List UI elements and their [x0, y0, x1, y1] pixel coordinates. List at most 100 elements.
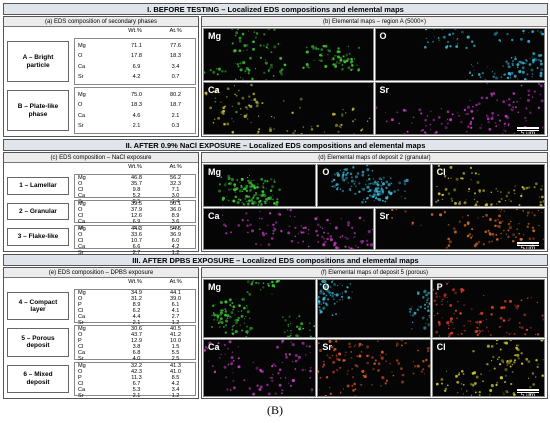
map-signal	[291, 342, 295, 346]
map-signal	[495, 342, 498, 344]
map-signal	[307, 232, 310, 235]
map-signal	[269, 67, 272, 69]
map-signal	[542, 358, 544, 360]
map-signal	[322, 292, 326, 296]
map-signal	[294, 226, 297, 229]
map-signal	[499, 316, 503, 320]
map-signal	[331, 280, 334, 283]
map-signal	[259, 210, 261, 212]
map-signal	[449, 177, 452, 179]
map-signal	[447, 33, 451, 36]
map-signal	[411, 305, 413, 307]
map-signal	[373, 361, 377, 365]
map-signal	[470, 394, 472, 396]
map-signal	[525, 186, 528, 190]
map-signal	[341, 295, 344, 298]
map-signal	[312, 48, 314, 50]
map-signal	[519, 37, 523, 41]
map-signal	[495, 237, 499, 241]
map-signal	[491, 232, 494, 236]
map-signal	[215, 67, 218, 70]
map-signal	[231, 301, 234, 305]
map-signal	[281, 316, 284, 318]
map-signal	[335, 339, 338, 342]
map-signal	[374, 199, 376, 202]
column-header: At.%	[169, 164, 182, 170]
map-signal	[429, 129, 431, 131]
map-signal	[361, 239, 365, 243]
map-signal	[526, 210, 530, 214]
map-signal	[274, 391, 277, 395]
map-signal	[209, 106, 212, 110]
map-signal	[295, 325, 299, 329]
map-signal	[334, 293, 336, 296]
map-signal	[539, 68, 543, 72]
map-signal	[372, 169, 374, 172]
map-signal	[396, 358, 399, 362]
map-signal	[432, 288, 434, 291]
map-signal	[471, 65, 474, 68]
map-signal	[332, 354, 334, 356]
map-signal	[310, 128, 314, 131]
map-signal	[280, 72, 284, 76]
map-signal	[447, 335, 450, 337]
element-label: O	[379, 31, 387, 41]
map-signal	[323, 280, 327, 284]
map-signal	[507, 319, 510, 322]
map-signal	[318, 59, 321, 62]
map-signal	[397, 361, 401, 365]
element: Mg	[78, 226, 86, 233]
map-signal	[341, 234, 344, 237]
map-image	[204, 339, 316, 397]
map-signal	[528, 111, 532, 115]
map-signal	[352, 388, 356, 392]
map-signal	[484, 213, 488, 217]
map-signal	[432, 310, 434, 312]
map-signal	[298, 315, 301, 318]
map-signal	[352, 166, 355, 169]
map-signal	[269, 189, 273, 192]
map-signal	[424, 372, 426, 374]
map-signal	[250, 122, 252, 124]
map-signal	[506, 76, 509, 80]
map-signal	[373, 178, 375, 180]
map-signal	[353, 58, 356, 60]
map-signal	[537, 106, 540, 109]
map-signal	[313, 59, 315, 61]
map-signal	[406, 130, 409, 133]
composition-value: 3.0	[171, 193, 180, 199]
map-signal	[382, 339, 385, 341]
map-signal	[342, 235, 344, 238]
element: Cl	[78, 187, 84, 193]
map-signal	[250, 201, 254, 205]
map-image	[211, 280, 316, 337]
map-signal	[294, 215, 296, 217]
map-image	[204, 83, 371, 134]
map-signal	[460, 177, 464, 180]
map-signal	[221, 309, 223, 311]
map-signal	[249, 222, 252, 226]
map-signal	[499, 210, 501, 212]
map-signal	[531, 382, 535, 386]
map-signal	[493, 72, 496, 75]
map-signal	[384, 111, 386, 114]
map-signal	[401, 343, 404, 346]
map-signal	[440, 377, 444, 381]
map-signal	[463, 329, 466, 332]
map-signal	[522, 313, 526, 317]
map-signal	[456, 391, 459, 394]
map-signal	[252, 47, 255, 51]
map-signal	[294, 367, 297, 370]
row-label: 4 – Compact layer	[7, 292, 69, 321]
map-signal	[295, 317, 297, 319]
map-signal	[447, 192, 450, 195]
map-signal	[538, 196, 540, 198]
composition-row: Mg 44.3 54.5	[75, 226, 195, 232]
map-signal	[272, 362, 276, 366]
map-signal	[483, 229, 487, 233]
element: Mg	[78, 362, 86, 369]
map-signal	[438, 335, 440, 337]
map-signal	[471, 234, 473, 236]
map-signal	[444, 188, 448, 191]
column-header: Wt.%	[128, 279, 142, 285]
